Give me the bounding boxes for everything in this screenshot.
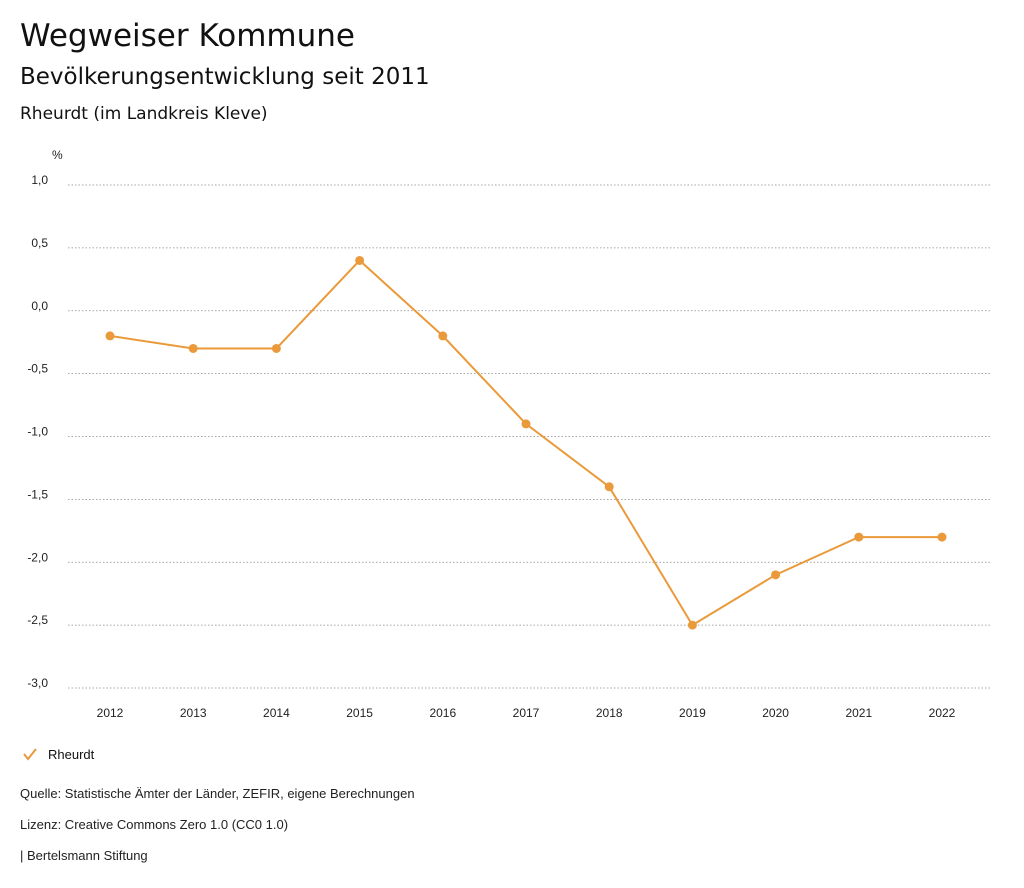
line-chart: % 1,0 0,5 0,0 -0,5 -1,0 -1,5 -2,0 -2,5 -3,0 2012… — [27, 148, 990, 720]
page-title: Wegweiser Kommune — [20, 18, 355, 54]
legend-label: Rheurdt — [48, 746, 95, 762]
x-tick-label: 2018 — [596, 706, 623, 720]
data-point[interactable] — [105, 331, 115, 341]
data-point[interactable] — [604, 482, 614, 492]
x-tick-label: 2012 — [97, 706, 124, 720]
y-tick-label: 0,0 — [31, 299, 48, 313]
x-tick-label: 2015 — [346, 706, 373, 720]
y-tick-label: 1,0 — [31, 173, 48, 187]
data-point[interactable] — [771, 570, 781, 580]
x-tick-label: 2022 — [929, 706, 956, 720]
y-tick-label: -0,5 — [27, 362, 48, 376]
chart-subtitle: Bevölkerungsentwicklung seit 2011 — [20, 64, 430, 90]
x-tick-label: 2013 — [180, 706, 207, 720]
gridlines — [68, 184, 990, 689]
x-tick-label: 2014 — [263, 706, 290, 720]
y-axis-unit: % — [52, 148, 63, 162]
x-tick-label: 2016 — [429, 706, 456, 720]
y-tick-label: -1,0 — [27, 425, 48, 439]
data-point[interactable] — [271, 343, 281, 353]
data-point[interactable] — [521, 419, 531, 429]
check-icon — [23, 748, 37, 761]
x-axis-ticks: 2012 2013 2014 2015 2016 2017 2018 2019 2020 2021… — [97, 706, 956, 720]
y-tick-label: -3,0 — [27, 676, 48, 690]
series-rheurdt — [105, 255, 947, 630]
x-tick-label: 2019 — [679, 706, 706, 720]
y-axis-ticks: 1,0 0,5 0,0 -0,5 -1,0 -1,5 -2,0 -2,5 -3,0 — [27, 173, 48, 690]
data-point[interactable] — [937, 532, 947, 542]
source-note: Quelle: Statistische Ämter der Länder, Z… — [20, 786, 415, 801]
data-point[interactable] — [687, 620, 697, 630]
y-tick-label: 0,5 — [31, 236, 48, 250]
x-tick-label: 2021 — [845, 706, 872, 720]
data-point[interactable] — [854, 532, 864, 542]
publisher-note: | Bertelsmann Stiftung — [20, 848, 148, 863]
y-tick-label: -2,5 — [27, 613, 48, 627]
data-point[interactable] — [188, 343, 198, 353]
region-label: Rheurdt (im Landkreis Kleve) — [20, 104, 268, 124]
legend[interactable]: Rheurdt — [20, 744, 94, 764]
license-note: Lizenz: Creative Commons Zero 1.0 (CC0 1… — [20, 817, 289, 832]
data-point[interactable] — [438, 331, 448, 341]
series-line — [109, 259, 942, 627]
y-tick-label: -2,0 — [27, 550, 48, 564]
data-point[interactable] — [355, 255, 365, 265]
y-tick-label: -1,5 — [27, 487, 48, 501]
x-tick-label: 2020 — [762, 706, 789, 720]
x-tick-label: 2017 — [513, 706, 540, 720]
